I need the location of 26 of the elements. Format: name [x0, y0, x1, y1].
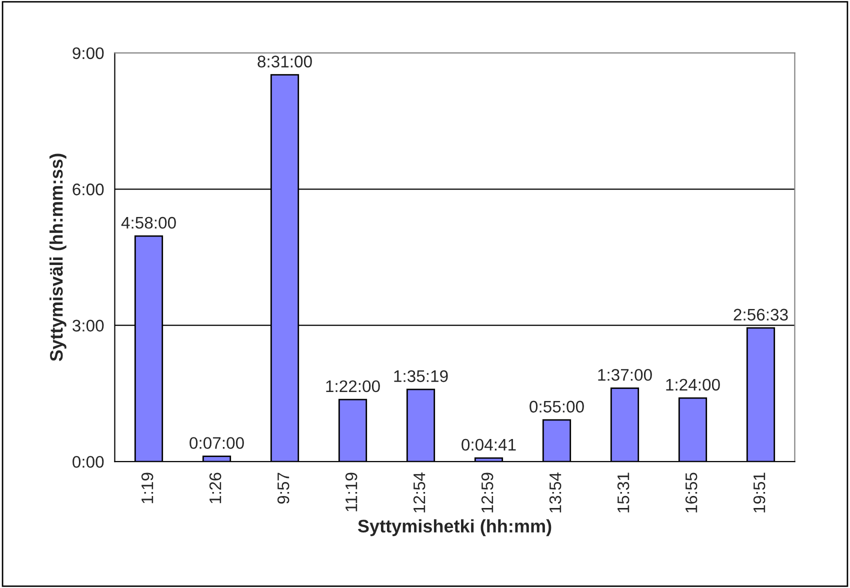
data-label: 1:24:00 — [666, 378, 720, 391]
data-label: 0:04:41 — [462, 438, 516, 451]
data-label: 0:55:00 — [530, 400, 584, 413]
x-tick-label: 11:19 — [345, 472, 358, 512]
y-tick-label: 6:00 — [72, 184, 104, 196]
data-label: 2:56:33 — [734, 308, 788, 321]
x-tick-label: 1:26 — [209, 472, 222, 504]
x-tick-label: 1:19 — [141, 472, 154, 504]
y-tick-label: 0:00 — [72, 456, 104, 468]
x-tick-label: 13:54 — [549, 472, 562, 512]
x-tick-label: 12:59 — [481, 472, 494, 512]
x-tick-label: 12:54 — [413, 472, 426, 512]
data-label: 1:37:00 — [598, 368, 652, 381]
y-tick-label: 9:00 — [72, 47, 104, 60]
x-axis-title: Syttymishetki (hh:mm) — [358, 519, 552, 536]
x-tick-label: 15:31 — [617, 472, 630, 512]
data-label: 1:35:19 — [394, 370, 448, 382]
x-tick-label: 16:55 — [685, 472, 698, 512]
y-tick-label: 3:00 — [72, 320, 104, 332]
data-label: 0:07:00 — [190, 437, 244, 449]
data-label: 1:22:00 — [326, 380, 380, 392]
data-label: 4:58:00 — [121, 216, 176, 229]
x-tick-label: 9:57 — [277, 472, 290, 504]
x-tick-label: 19:51 — [753, 472, 766, 512]
data-label: 8:31:00 — [258, 56, 312, 68]
y-axis-title: Syttymisväli (hh:mm:ss) — [50, 154, 66, 362]
